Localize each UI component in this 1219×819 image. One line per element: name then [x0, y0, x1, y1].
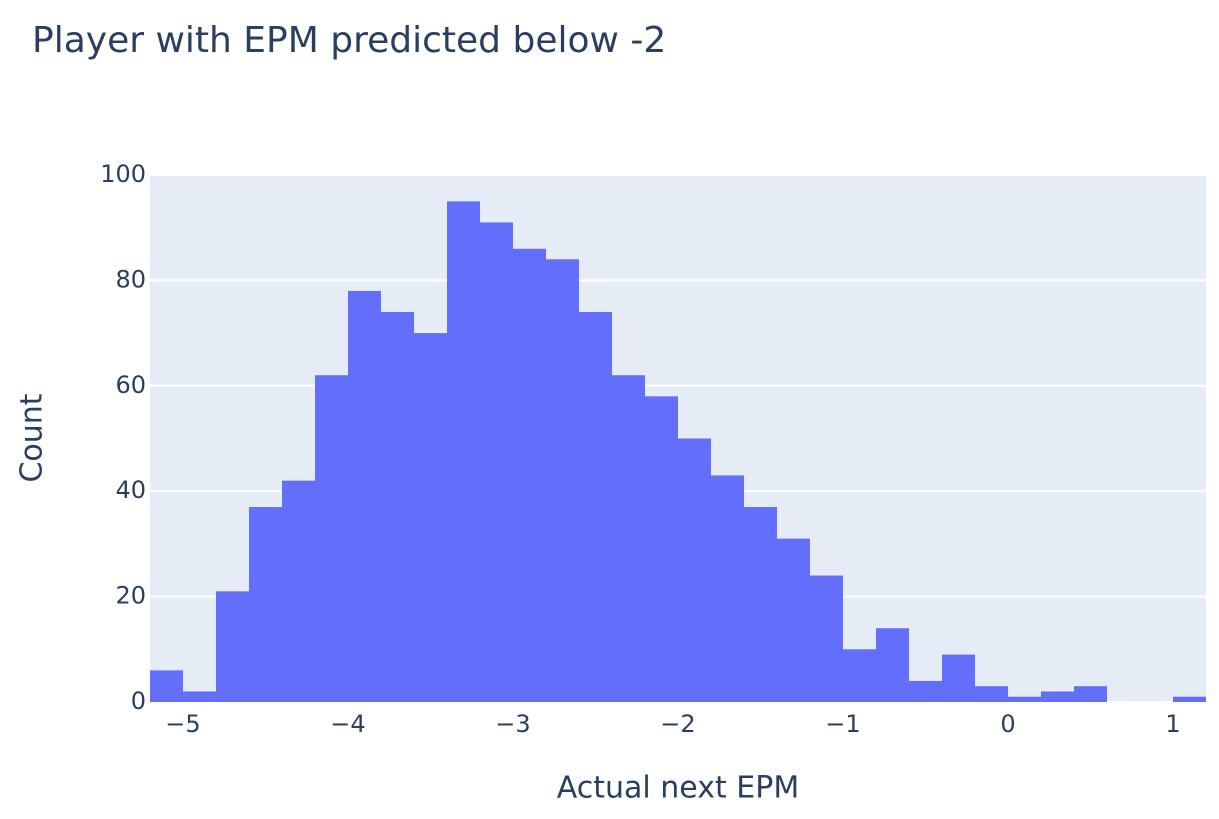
- bar: [579, 312, 612, 702]
- bar: [876, 628, 909, 702]
- x-tick-label: −3: [495, 710, 530, 738]
- bar: [612, 375, 645, 702]
- bar: [1041, 691, 1074, 702]
- bar: [183, 691, 216, 702]
- bar: [1008, 696, 1041, 702]
- bar: [810, 575, 843, 702]
- y-tick-label: 80: [115, 265, 146, 293]
- y-tick-label: 40: [115, 476, 146, 504]
- bar: [513, 248, 546, 702]
- y-tick-label: 0: [131, 687, 146, 715]
- bar: [150, 670, 183, 702]
- y-tick-label: 20: [115, 582, 146, 610]
- y-tick-label: 60: [115, 371, 146, 399]
- bar: [480, 222, 513, 702]
- bar: [1074, 686, 1107, 702]
- bar: [975, 686, 1008, 702]
- bar: [216, 591, 249, 702]
- bar: [414, 333, 447, 702]
- bar: [843, 649, 876, 702]
- y-tick-label: 100: [100, 160, 146, 188]
- bar: [381, 312, 414, 702]
- x-axis-label: Actual next EPM: [557, 771, 799, 806]
- bar: [315, 375, 348, 702]
- y-axis-label: Count: [15, 393, 50, 482]
- bar: [348, 290, 381, 702]
- bar: [678, 438, 711, 702]
- bar: [711, 475, 744, 702]
- chart-title: Player with EPM predicted below -2: [32, 20, 666, 61]
- x-tick-label: 1: [1165, 710, 1180, 738]
- x-tick-label: −2: [660, 710, 695, 738]
- bar: [1173, 696, 1206, 702]
- bar: [546, 259, 579, 702]
- bar: [249, 507, 282, 702]
- bar: [447, 201, 480, 702]
- x-tick-label: −5: [165, 710, 200, 738]
- bar: [645, 396, 678, 702]
- bar: [744, 507, 777, 702]
- bar: [942, 654, 975, 702]
- bar: [909, 680, 942, 702]
- x-tick-label: −1: [825, 710, 860, 738]
- bar: [282, 480, 315, 702]
- x-tick-label: 0: [1000, 710, 1015, 738]
- bar: [777, 538, 810, 702]
- x-tick-label: −4: [330, 710, 365, 738]
